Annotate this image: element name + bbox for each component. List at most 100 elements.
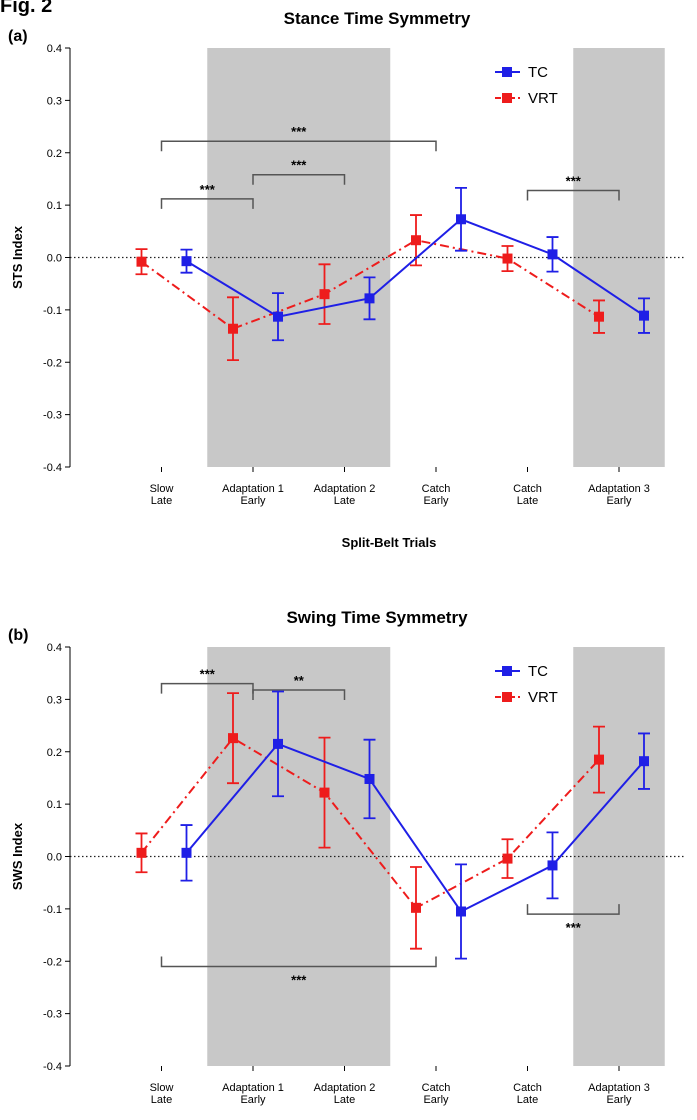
x-tick-label: Adaptation 3 xyxy=(588,483,650,495)
x-axis-title: Split-Belt Trials xyxy=(342,535,437,550)
significance-bracket xyxy=(160,956,437,968)
y-tick-label: 0.0 xyxy=(47,253,62,265)
x-tick-label: Catch xyxy=(422,483,451,495)
significance-label: *** xyxy=(291,124,307,139)
data-point-tc xyxy=(181,847,192,858)
legend-label-tc: TC xyxy=(528,663,548,680)
data-point-tc xyxy=(456,906,466,917)
y-tick-label: 0.3 xyxy=(47,694,62,706)
data-point-tc xyxy=(181,256,192,267)
x-tick-label: Late xyxy=(334,1094,355,1106)
x-tick-label: Catch xyxy=(513,1082,542,1094)
data-point-tc xyxy=(547,860,558,871)
data-point-vrt xyxy=(594,754,604,765)
data-point-tc xyxy=(639,756,649,767)
data-point-tc xyxy=(273,738,283,749)
y-tick-label: -0.4 xyxy=(43,462,62,474)
data-point-vrt xyxy=(411,235,421,246)
chart-title: Swing Time Symmetry xyxy=(286,608,468,627)
y-tick-label: -0.2 xyxy=(43,357,62,369)
significance-label: *** xyxy=(200,182,216,197)
chart-title: Stance Time Symmetry xyxy=(284,9,471,28)
x-tick-label: Early xyxy=(240,1094,266,1106)
data-point-tc xyxy=(364,773,375,784)
data-point-vrt xyxy=(136,847,147,858)
y-tick-label: 0.2 xyxy=(47,148,62,160)
data-point-tc xyxy=(639,310,649,321)
significance-bracket xyxy=(252,173,346,185)
x-tick-label: Late xyxy=(151,495,172,507)
y-axis-title: STS Index xyxy=(10,225,25,289)
legend-marker-vrt xyxy=(502,93,512,103)
x-tick-label: Early xyxy=(240,495,266,507)
figure-label: Fig. 2 xyxy=(0,0,52,17)
y-tick-label: 0.2 xyxy=(47,747,62,759)
significance-label: *** xyxy=(291,158,307,173)
significance-label: *** xyxy=(291,972,307,987)
significance-bracket xyxy=(160,140,437,152)
y-tick-label: 0.1 xyxy=(47,200,62,212)
x-tick-label: Catch xyxy=(422,1082,451,1094)
x-tick-label: Early xyxy=(606,495,632,507)
y-tick-label: -0.1 xyxy=(43,904,62,916)
data-point-tc xyxy=(364,293,375,304)
data-point-vrt xyxy=(319,289,330,300)
y-tick-label: 0.1 xyxy=(47,799,62,811)
y-tick-label: -0.3 xyxy=(43,410,62,422)
x-tick-label: Adaptation 1 xyxy=(222,1082,284,1094)
x-tick-label: Late xyxy=(334,495,355,507)
significance-label: *** xyxy=(566,173,582,188)
data-point-vrt xyxy=(411,902,421,913)
y-axis-title: SWS Index xyxy=(10,822,25,890)
panel-a: Stance Time Symmetry (a) 0.4 0.3 0.2 0.1 0.0 -0… xyxy=(8,9,684,550)
x-tick-label: Early xyxy=(423,495,449,507)
series-line-vrt xyxy=(140,736,600,910)
x-tick-label: Late xyxy=(517,1094,538,1106)
significance-bracket xyxy=(252,689,346,700)
legend-label-vrt: VRT xyxy=(528,689,558,706)
legend-marker-tc xyxy=(502,67,512,77)
data-point-vrt xyxy=(502,853,513,864)
x-tick-label: Adaptation 2 xyxy=(314,1082,376,1094)
data-point-tc xyxy=(547,249,558,260)
y-tick-label: -0.2 xyxy=(43,956,62,968)
significance-label: *** xyxy=(566,920,582,935)
y-tick-label: 0.0 xyxy=(47,852,62,864)
significance-bracket xyxy=(526,189,620,201)
x-tick-label: Slow xyxy=(150,483,174,495)
legend-label-tc: TC xyxy=(528,64,548,81)
data-point-vrt xyxy=(136,256,147,267)
y-tick-label: -0.3 xyxy=(43,1009,62,1021)
x-tick-label: Late xyxy=(151,1094,172,1106)
legend-marker-tc xyxy=(502,666,512,676)
y-tick-label: -0.4 xyxy=(43,1061,62,1073)
x-tick-label: Slow xyxy=(150,1082,174,1094)
data-point-tc xyxy=(456,214,466,225)
x-tick-label: Late xyxy=(517,495,538,507)
x-tick-label: Catch xyxy=(513,483,542,495)
significance-label: *** xyxy=(200,667,216,682)
x-tick-label: Adaptation 2 xyxy=(314,483,376,495)
data-point-tc xyxy=(273,311,283,322)
x-tick-label: Early xyxy=(606,1094,632,1106)
panel-b: Swing Time Symmetry (b) 0.4 0.3 0.2 0.1 0.0 -0.… xyxy=(8,608,684,1106)
series-line-tc xyxy=(185,742,645,913)
series-line-tc xyxy=(185,218,645,318)
x-tick-label: Adaptation 1 xyxy=(222,483,284,495)
legend-label-vrt: VRT xyxy=(528,90,558,107)
data-point-vrt xyxy=(228,323,238,334)
panel-label: (a) xyxy=(8,28,28,45)
significance-label: ** xyxy=(294,673,305,688)
data-point-vrt xyxy=(594,311,604,322)
x-tick-label: Early xyxy=(423,1094,449,1106)
significance-bracket xyxy=(526,904,620,915)
x-tick-label: Adaptation 3 xyxy=(588,1082,650,1094)
legend-marker-vrt xyxy=(502,692,512,702)
data-point-vrt xyxy=(319,787,330,798)
significance-bracket xyxy=(160,682,254,694)
data-point-vrt xyxy=(502,253,513,264)
y-tick-label: 0.4 xyxy=(47,43,62,55)
y-tick-label: -0.1 xyxy=(43,305,62,317)
panel-label: (b) xyxy=(8,627,28,644)
